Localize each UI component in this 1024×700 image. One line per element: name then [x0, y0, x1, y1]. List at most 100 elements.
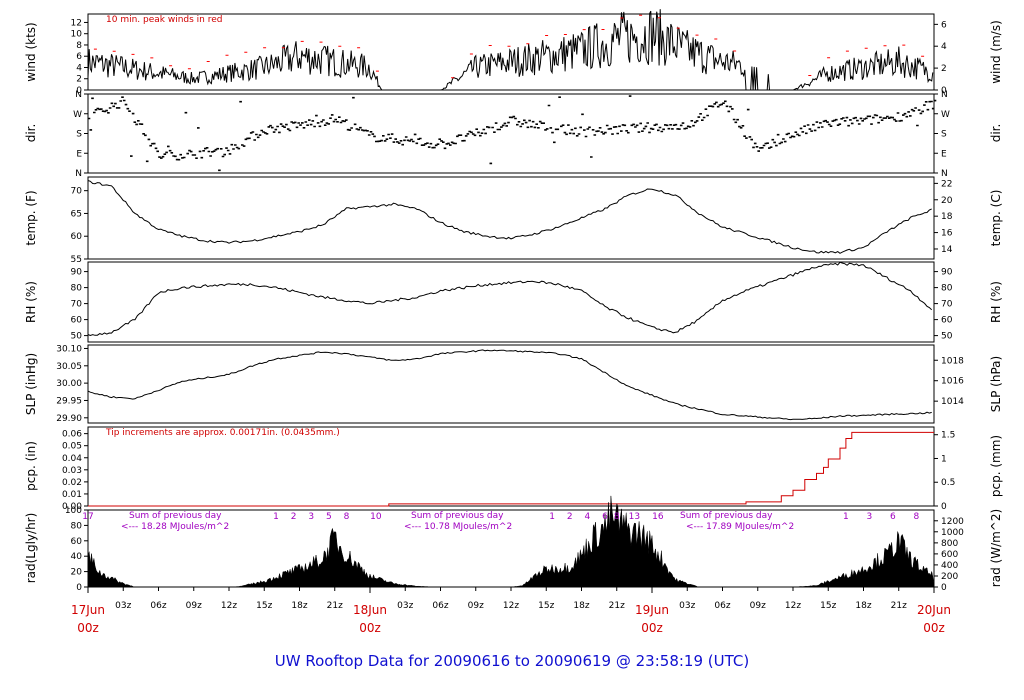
wind-rtick-label-2: 4 — [941, 42, 947, 52]
rh-series — [87, 261, 933, 337]
x-hour-label-2-4: 15z — [820, 601, 836, 611]
x-hour-label-1-4: 15z — [538, 601, 554, 611]
rh-rtick-label-1: 60 — [941, 316, 953, 326]
x-hour-label-2-1: 06z — [714, 601, 730, 611]
pcp-rtick-label-1: 0.5 — [941, 478, 955, 488]
dir-rtick-label-4: N — [941, 90, 948, 100]
rh-ylabel-right: RH (%) — [989, 281, 1003, 323]
slp-series — [87, 349, 932, 421]
rad-ltick-label-2: 40 — [71, 552, 83, 562]
rad-hour-mark-3: 3 — [308, 512, 314, 522]
slp-ltick-label-4: 30.10 — [56, 344, 82, 354]
dir-ltick-label-1: E — [76, 149, 82, 159]
slp-ylabel-left: SLP (inHg) — [24, 353, 38, 415]
rad-hour-mark-6: 10 — [370, 512, 382, 522]
dir-ltick-label-2: S — [76, 130, 82, 140]
wind-ltick-label-0: 0 — [76, 86, 82, 96]
rh-ltick-label-4: 90 — [71, 268, 83, 278]
rad-ltick-label-1: 20 — [71, 568, 83, 578]
temp-ltick-label-3: 70 — [71, 187, 83, 197]
wind-series — [87, 9, 934, 91]
slp-ltick-label-3: 30.05 — [56, 362, 82, 372]
temp-rtick-label-0: 14 — [941, 245, 953, 255]
rad-hour-mark-16: 6 — [890, 512, 896, 522]
chart-title: UW Rooftop Data for 20090616 to 20090619… — [275, 652, 749, 670]
x-hour-label-1-1: 06z — [432, 601, 448, 611]
temp-ylabel-right: temp. (C) — [989, 190, 1003, 247]
rad-hour-mark-11: 8 — [614, 512, 620, 522]
dir-rtick-label-2: S — [941, 130, 947, 140]
temp-rtick-label-1: 16 — [941, 229, 953, 239]
pcp-ltick-label-1: 0.01 — [62, 490, 82, 500]
pcp-series — [88, 431, 934, 507]
wind-ylabel-left: wind (kts) — [24, 22, 38, 81]
rh-rtick-label-3: 80 — [941, 284, 953, 294]
pcp-panel — [87, 426, 935, 507]
x-hour-label-0-2: 09z — [186, 601, 202, 611]
temp-panel — [87, 176, 935, 260]
x-hour-label-0-4: 15z — [256, 601, 272, 611]
pcp-rtick-label-3: 1.5 — [941, 431, 955, 441]
rh-ltick-label-3: 80 — [71, 284, 83, 294]
wind-rtick-label-3: 6 — [941, 20, 947, 30]
rad-ylabel-right: rad (W/m^2) — [989, 509, 1003, 587]
x-hour-label-1-5: 18z — [573, 601, 589, 611]
rad-hour-mark-15: 3 — [867, 512, 873, 522]
rad-rtick-label-6: 1200 — [941, 517, 964, 527]
rh-ylabel-left: RH (%) — [24, 281, 38, 323]
temp-series — [87, 180, 932, 254]
pcp-ltick-label-4: 0.04 — [62, 454, 82, 464]
rh-rtick-label-0: 50 — [941, 332, 953, 342]
rad-rtick-label-4: 800 — [941, 539, 958, 549]
rad-ltick-label-0: 0 — [76, 583, 82, 593]
dir-ltick-label-0: N — [75, 169, 82, 179]
day-time-2: 00z — [641, 621, 663, 635]
rad-ltick-label-4: 80 — [71, 521, 83, 531]
wind-ltick-label-4: 8 — [76, 41, 82, 51]
x-hour-label-0-3: 12z — [221, 601, 237, 611]
rad-ltick-label-5: 100 — [65, 506, 82, 516]
slp-ltick-label-1: 29.95 — [56, 396, 82, 406]
pcp-rtick-label-0: 0 — [941, 502, 947, 512]
rad-hour-mark-1: 1 — [273, 512, 279, 522]
temp-ylabel-left: temp. (F) — [24, 190, 38, 245]
rh-ltick-label-0: 50 — [71, 332, 83, 342]
dir-rtick-label-1: E — [941, 149, 947, 159]
pcp-ltick-label-2: 0.02 — [62, 478, 82, 488]
rad-hour-mark-7: 1 — [549, 512, 555, 522]
dir-ylabel-right: dir. — [989, 124, 1003, 143]
x-hour-label-2-5: 18z — [855, 601, 871, 611]
dir-series — [87, 95, 937, 172]
temp-ltick-label-0: 55 — [71, 255, 82, 265]
pcp-ylabel-right: pcp. (mm) — [989, 435, 1003, 497]
wind-rtick-label-0: 0 — [941, 86, 947, 96]
pcp-ylabel-left: pcp. (in) — [24, 441, 38, 491]
rad-ltick-label-3: 60 — [71, 537, 83, 547]
wind-peak-series — [93, 14, 925, 79]
rad-hour-mark-8: 2 — [567, 512, 573, 522]
rad-hour-mark-17: 8 — [914, 512, 920, 522]
day-time-0: 00z — [77, 621, 99, 635]
day-label-1: 18Jun — [353, 603, 387, 617]
pcp-ltick-label-3: 0.03 — [62, 466, 82, 476]
pcp-ltick-label-0: 0.00 — [62, 502, 82, 512]
rad-ylabel-left: rad(Lgly/hr) — [24, 513, 38, 584]
wind-panel — [87, 13, 935, 91]
temp-rtick-label-2: 18 — [941, 212, 953, 222]
dir-rtick-label-3: W — [941, 110, 950, 120]
x-hour-label-0-1: 06z — [150, 601, 166, 611]
slp-panel — [87, 344, 935, 424]
pcp-ltick-label-5: 0.05 — [62, 442, 82, 452]
wind-ltick-label-5: 10 — [71, 30, 83, 40]
rad-hour-mark-14: 1 — [843, 512, 849, 522]
tick-layer: 0246810120246NESWNNESWN55606570141618202… — [56, 18, 964, 611]
slp-ylabel-right: SLP (hPa) — [989, 356, 1003, 412]
wind-ltick-label-6: 12 — [71, 18, 82, 28]
temp-ltick-label-1: 60 — [71, 232, 83, 242]
x-hour-label-1-3: 12z — [503, 601, 519, 611]
rad-sum-line2-0: <--- 18.28 MJoules/m^2 — [121, 522, 229, 532]
dir-rtick-label-0: N — [941, 169, 948, 179]
rh-rtick-label-4: 90 — [941, 268, 953, 278]
rad-hour-mark-10: 6 — [602, 512, 608, 522]
